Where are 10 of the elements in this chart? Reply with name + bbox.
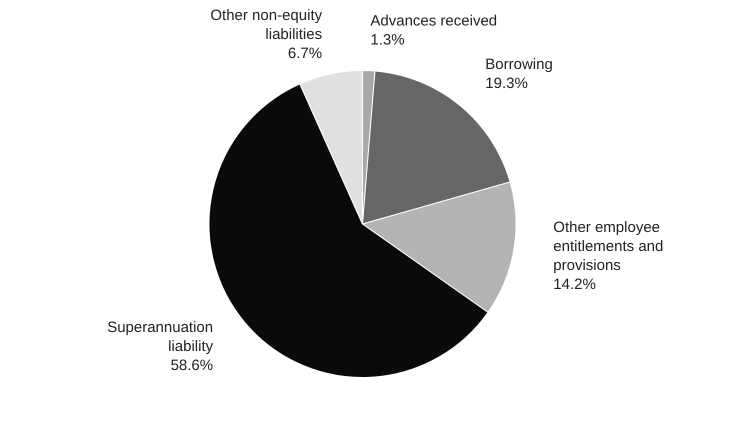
slice-label: Other employee entitlements and provisions xyxy=(553,218,664,274)
data-label: 19.3% xyxy=(485,75,528,92)
slice-label: Borrowing xyxy=(485,56,553,74)
data-label: 1.3% xyxy=(370,31,405,48)
data-label: 6.7% xyxy=(288,44,322,62)
slice-label: Superannuation liability xyxy=(107,319,214,356)
data-label: 14.2% xyxy=(553,276,596,293)
slice-label: Advances received xyxy=(370,12,498,30)
slice-label: Other non-equity liabilities xyxy=(210,6,323,43)
data-label: 58.6% xyxy=(170,357,214,374)
